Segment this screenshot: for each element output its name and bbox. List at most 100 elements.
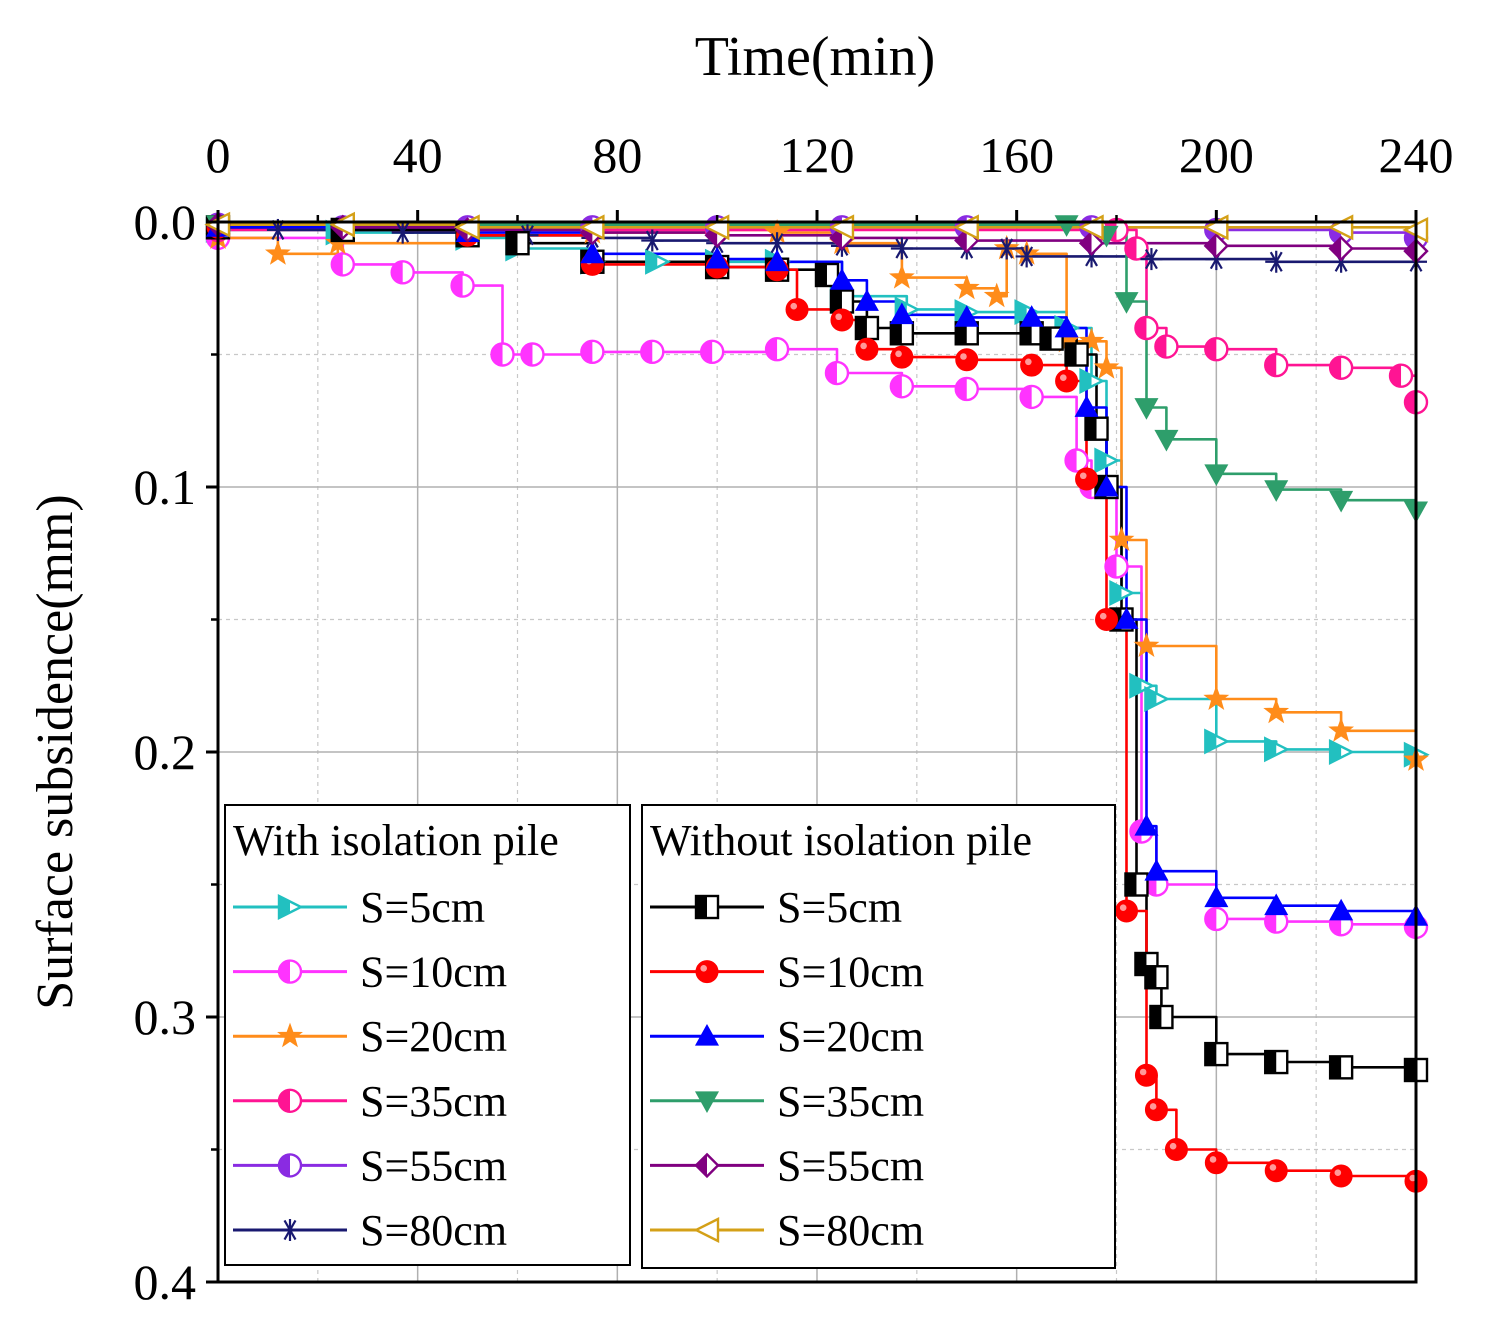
legend-marker (694, 1091, 720, 1114)
data-point-without-20cm (1094, 474, 1119, 497)
data-point-without-35cm (1114, 292, 1139, 314)
legend-without-isolation-pile: Without isolation pile S=5cm S=10cm S=20cm S… (641, 804, 1116, 1269)
data-point-without-20cm (889, 302, 914, 325)
data-point-without-5cm (1149, 1004, 1174, 1030)
data-point-with-20cm (264, 240, 291, 265)
data-point-without-5cm (1084, 416, 1109, 441)
data-point-with-5cm (1264, 736, 1290, 763)
data-point-without-20cm (1114, 607, 1139, 629)
legend-item-20cm: S=20cm (233, 1012, 507, 1061)
legend-item-10cm: S=10cm (650, 948, 924, 997)
data-point-without-5cm (1204, 1041, 1229, 1067)
data-point-with-80cm (641, 229, 664, 252)
legend-marker (693, 1217, 720, 1243)
data-point-without-20cm (1019, 305, 1044, 327)
data-point-with-80cm (391, 221, 414, 244)
legend-item-5cm: S=5cm (650, 883, 902, 932)
data-point-with-35cm (1134, 315, 1159, 341)
data-point-without-10cm (1020, 353, 1044, 377)
data-point-with-10cm (1019, 384, 1044, 410)
data-point-with-80cm (1015, 245, 1038, 268)
data-point-with-10cm (1204, 906, 1229, 932)
data-point-with-20cm (983, 282, 1010, 308)
data-point-without-5cm (1264, 1049, 1289, 1075)
data-point-without-20cm (1329, 898, 1354, 921)
data-point-without-10cm (1329, 1164, 1353, 1188)
data-point-with-10cm (580, 339, 605, 365)
data-point-without-20cm (954, 305, 979, 327)
data-point-without-20cm (829, 268, 854, 290)
data-point-without-10cm (955, 348, 979, 372)
legend-item-55cm: S=55cm (233, 1141, 507, 1190)
legend-title: With isolation pile (233, 816, 559, 865)
legend-item-80cm: S=80cm (233, 1206, 507, 1255)
data-point-with-80cm (1140, 248, 1163, 271)
series-markers (204, 211, 1430, 1193)
data-point-without-10cm (1095, 608, 1119, 631)
data-point-without-5cm (889, 321, 915, 346)
legend-with-isolation-pile: With isolation pile S=5cm S=10cm S=20cm S=35… (224, 804, 631, 1266)
y-tick-label: 0.3 (134, 989, 197, 1045)
data-point-with-5cm (1109, 580, 1136, 606)
data-point-with-35cm (1264, 352, 1289, 378)
data-point-without-35cm (1264, 480, 1289, 502)
legend-marker (277, 1022, 303, 1048)
data-point-with-5cm (1094, 447, 1121, 474)
legend-item-80cm: S=80cm (650, 1206, 924, 1255)
legend-label: S=10cm (360, 948, 507, 997)
legend-marker (694, 1023, 720, 1046)
data-point-with-10cm (450, 273, 475, 298)
data-point-with-20cm (1133, 632, 1160, 657)
data-point-without-10cm (1055, 369, 1079, 393)
data-point-without-10cm (785, 297, 809, 321)
data-point-with-20cm (1263, 698, 1290, 724)
legend-marker (279, 1219, 301, 1241)
legend-label: S=20cm (360, 1012, 507, 1061)
data-point-with-80cm (266, 218, 289, 241)
data-point-without-20cm (1074, 395, 1099, 417)
axes: 0 40 80 120 160 200 240 0.0 0.1 0.2 0.3 0.4 (134, 127, 1454, 1310)
legend-marker (695, 960, 719, 984)
x-tick-label: 160 (979, 127, 1054, 183)
data-point-with-10cm (824, 360, 850, 386)
legend-item-35cm: S=35cm (233, 1077, 507, 1126)
data-point-without-20cm (854, 289, 879, 311)
x-tick-label: 80 (592, 127, 642, 183)
legend-label: S=35cm (360, 1077, 507, 1126)
y-tick-label: 0.0 (134, 194, 197, 250)
legend-label: S=20cm (777, 1012, 924, 1061)
data-point-with-10cm (390, 260, 415, 285)
data-point-with-20cm (953, 274, 980, 300)
data-point-without-20cm (1144, 859, 1169, 881)
data-point-without-10cm (1134, 1063, 1158, 1087)
data-point-without-55cm (1203, 233, 1230, 259)
data-point-without-55cm (1328, 235, 1354, 262)
data-point-without-55cm (1078, 230, 1105, 256)
legend-label: S=55cm (777, 1141, 924, 1190)
data-point-without-5cm (505, 230, 530, 256)
legend-label: S=55cm (360, 1141, 507, 1190)
data-point-with-20cm (1078, 327, 1105, 353)
data-point-with-5cm (1079, 368, 1106, 394)
data-point-with-5cm (1129, 672, 1156, 699)
data-point-with-5cm (1204, 728, 1231, 755)
legend-label: S=5cm (360, 883, 485, 932)
y-tick-label: 0.4 (134, 1254, 197, 1310)
legend-marker (277, 1088, 303, 1114)
legend-item-35cm: S=35cm (650, 1077, 924, 1126)
data-point-with-80cm (1265, 250, 1288, 273)
x-tick-label: 0 (206, 127, 231, 183)
legend-label: S=80cm (360, 1206, 507, 1255)
legend-label: S=35cm (777, 1077, 924, 1126)
legend: With isolation pile S=5cm S=10cm S=20cm S=35… (224, 804, 1116, 1269)
data-point-without-35cm (1204, 464, 1229, 486)
data-point-without-35cm (1154, 429, 1179, 452)
data-point-with-10cm (764, 337, 790, 362)
legend-label: S=5cm (777, 883, 902, 932)
data-point-with-10cm (699, 339, 725, 365)
data-point-with-35cm (1204, 337, 1229, 362)
data-point-with-10cm (490, 342, 515, 367)
data-point-without-10cm (1164, 1138, 1188, 1161)
data-point-without-10cm (1075, 467, 1099, 491)
